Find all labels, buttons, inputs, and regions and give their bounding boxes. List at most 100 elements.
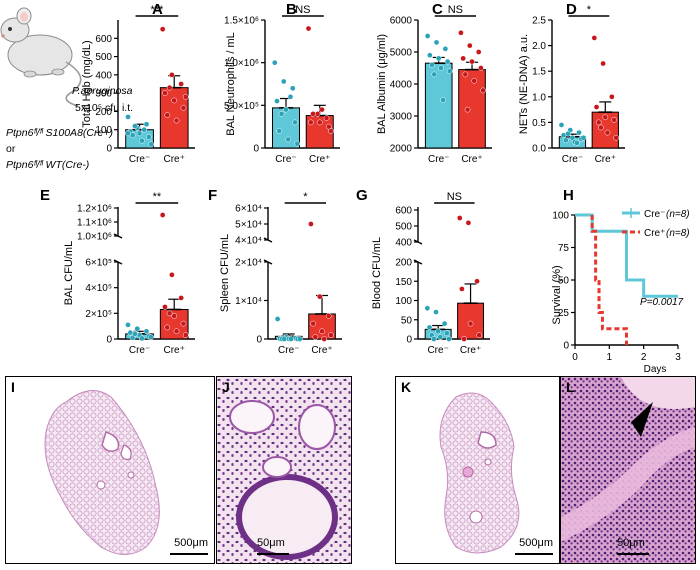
data-point: [460, 55, 466, 62]
data-point: [127, 329, 134, 336]
data-point: [278, 111, 285, 117]
data-point: [602, 114, 609, 121]
panel-letter-j: J: [222, 379, 230, 395]
data-point: [159, 212, 166, 218]
data-point: [474, 278, 480, 285]
y-tick-label: 0: [406, 335, 412, 346]
data-point: [310, 111, 316, 117]
y-tick-label: 0: [563, 341, 569, 352]
x-tick-label: Cre⁻: [428, 154, 449, 165]
y-tick-label: 150: [395, 277, 412, 288]
data-point: [441, 320, 448, 327]
data-point: [446, 68, 453, 75]
data-point: [292, 119, 298, 126]
data-point: [289, 85, 296, 92]
data-point: [424, 305, 431, 312]
y-tick-label: 5000: [390, 48, 413, 59]
y-tick-label: 25: [558, 308, 570, 319]
data-point: [274, 98, 280, 104]
data-point: [429, 61, 435, 68]
significance-label: **: [153, 191, 162, 203]
data-point: [424, 33, 431, 39]
data-point: [576, 129, 582, 136]
data-point: [180, 104, 187, 111]
panel-d: D NETs (NE-DNA) a.u.0.0 0.5 1.0 1.5 2.0 2.5 Cre…: [518, 1, 625, 165]
x-tick-label: Cre⁻: [562, 154, 583, 165]
data-point: [459, 286, 465, 292]
y-tick-label: 50: [401, 315, 413, 326]
alveolar-tissue-image: [217, 377, 351, 563]
data-point: [600, 60, 606, 67]
data-point: [307, 119, 314, 126]
data-point: [426, 324, 433, 331]
panel-letter-e: E: [40, 187, 50, 204]
genotype-cre-plus: Ptpn6ᶠˡ/ᶠˡ S100A8(Cre+): [6, 127, 113, 139]
data-point: [305, 25, 312, 32]
x-tick-label: Cre⁻: [275, 154, 296, 165]
data-point: [132, 331, 138, 337]
legend-label-cre-minus: Cre⁻: [644, 209, 665, 220]
y-tick-label: 5.0×10⁵: [224, 101, 259, 112]
x-tick-label: 0: [572, 352, 578, 363]
x-tick-label: Cre⁺: [309, 154, 330, 165]
y-tick-label: 5×10⁴: [235, 220, 262, 231]
data-point: [435, 55, 442, 62]
data-point: [169, 72, 175, 78]
data-point: [435, 328, 442, 335]
scale-bar-j: [257, 553, 289, 555]
y-tick-label: 6×10⁵: [85, 258, 112, 269]
legend-n-cre-minus: (n=8): [666, 209, 690, 220]
data-point: [125, 114, 131, 120]
x-tick-label: Cre⁻: [129, 345, 150, 356]
data-point: [145, 134, 152, 140]
y-tick-label: 500: [395, 222, 412, 233]
survival-marks: 0 25 50 75 100 0 1 2 3: [552, 211, 681, 364]
mouse-illustration: [0, 7, 82, 107]
data-point: [162, 90, 168, 96]
data-point: [271, 59, 278, 66]
data-point: [310, 320, 316, 327]
or-label: or: [6, 143, 16, 155]
significance-label: ***: [150, 4, 164, 16]
panel-e: E BAL CFU/mL 0 2×10⁵ 4×10⁵ 6×10⁵ 1.0×10⁶ 1.1×10…: [40, 187, 195, 356]
data-point: [141, 126, 148, 133]
data-point: [178, 295, 184, 301]
panel-g: G Blood CFU/mL 0 50 100 150 200 400 500 600 Cre⁻ Cr…: [356, 187, 490, 356]
arrowhead-icon: [631, 402, 653, 437]
x-tick-label: Cre⁺: [460, 345, 481, 356]
data-point: [139, 335, 145, 342]
data-point: [456, 215, 463, 221]
data-point: [281, 336, 288, 342]
data-point: [321, 336, 328, 342]
y-tick-label: 1.0: [532, 92, 546, 103]
data-point: [443, 330, 450, 337]
y-tick-label: 6×10⁴: [235, 204, 262, 215]
y-tick-label: 0: [253, 144, 259, 155]
data-point: [611, 116, 617, 123]
data-point: [283, 106, 289, 113]
y-axis-label: Spleen CFU/mL: [219, 234, 231, 312]
histology-panel-l: L 50μm: [560, 376, 696, 564]
data-point: [274, 316, 281, 322]
data-point: [573, 140, 580, 146]
data-point: [319, 106, 325, 113]
panel-letter-a: A: [152, 1, 163, 18]
data-point: [178, 81, 184, 87]
scale-bar-k: [515, 553, 553, 555]
data-point: [159, 26, 166, 32]
data-point: [125, 322, 131, 328]
y-tick-label: 50: [558, 276, 570, 287]
y-axis-label: BAL Albumin (μg/ml): [376, 34, 388, 134]
y-tick-label: 0: [106, 144, 112, 155]
x-tick-label: Cre⁺: [461, 154, 482, 165]
survival-p-value: P=0.0017: [640, 297, 684, 308]
y-tick-label: 600: [395, 206, 412, 217]
panel-letter-f: F: [208, 187, 217, 204]
y-tick-label: 1.5×10⁶: [224, 16, 259, 27]
data-point: [426, 52, 433, 59]
y-tick-label: 100: [395, 296, 412, 307]
data-point: [480, 87, 486, 94]
data-point: [438, 65, 444, 71]
